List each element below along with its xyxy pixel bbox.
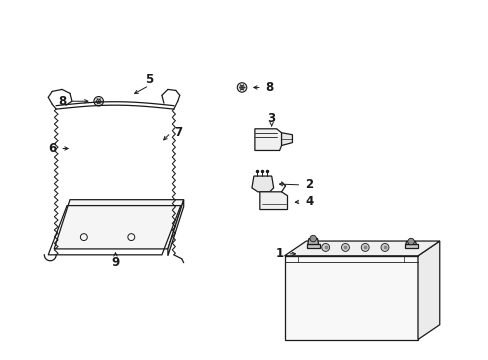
Polygon shape: [306, 244, 319, 248]
Circle shape: [309, 235, 316, 242]
Text: 3: 3: [267, 112, 275, 125]
Circle shape: [237, 83, 246, 92]
Polygon shape: [254, 129, 281, 150]
Polygon shape: [284, 256, 417, 339]
Text: 6: 6: [48, 142, 56, 155]
Polygon shape: [307, 239, 318, 244]
Circle shape: [341, 243, 349, 251]
Polygon shape: [417, 241, 439, 339]
Text: 1: 1: [275, 247, 283, 260]
Polygon shape: [284, 241, 439, 256]
Text: 5: 5: [144, 73, 153, 86]
Polygon shape: [259, 192, 287, 210]
Polygon shape: [251, 176, 273, 192]
Circle shape: [94, 96, 103, 106]
Polygon shape: [405, 242, 416, 244]
Text: 8: 8: [58, 95, 66, 108]
Polygon shape: [404, 244, 417, 248]
Polygon shape: [54, 200, 183, 249]
Text: 7: 7: [174, 126, 183, 139]
Circle shape: [380, 243, 388, 251]
Polygon shape: [167, 200, 183, 256]
Circle shape: [361, 243, 368, 251]
Text: 8: 8: [265, 81, 273, 94]
Circle shape: [407, 238, 413, 245]
Circle shape: [321, 243, 329, 251]
Text: 4: 4: [305, 195, 313, 208]
Text: 9: 9: [111, 256, 120, 269]
Text: 2: 2: [305, 179, 313, 192]
Polygon shape: [281, 133, 292, 145]
